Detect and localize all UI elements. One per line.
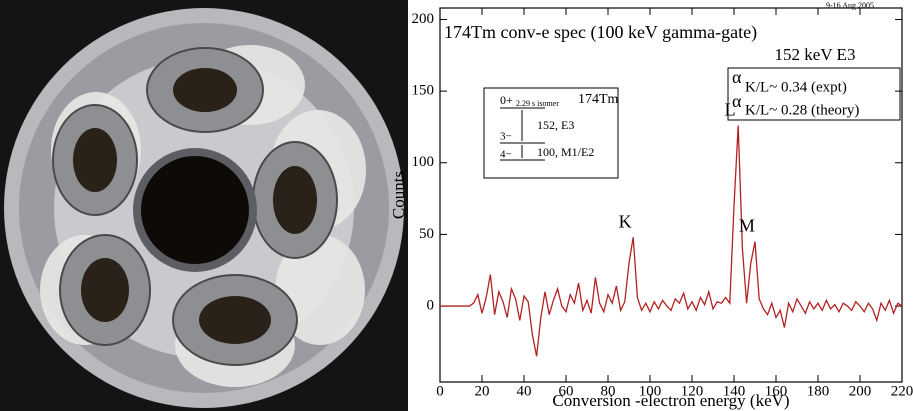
peak-label: K	[619, 211, 632, 231]
level-scheme: 0+ 2.29 s isomer 174Tm 3− 152, E3 4− 100…	[483, 87, 619, 179]
spin-label: 3−	[500, 131, 512, 143]
x-axis-label: Conversion -electron energy (keV)	[552, 391, 789, 410]
peak-label: M	[739, 216, 755, 236]
x-tick-label: 120	[681, 383, 704, 399]
y-tick-label: 200	[412, 11, 435, 27]
gamma-label: 152, E3	[537, 118, 574, 132]
x-tick-label: 180	[807, 383, 830, 399]
alpha-symbol: α	[732, 91, 742, 111]
chart-title: 174Tm conv-e spec (100 keV gamma-gate)	[444, 22, 757, 43]
x-tick-label: 160	[765, 383, 788, 399]
x-tick-label: 200	[849, 383, 872, 399]
peak-label: L	[725, 100, 736, 120]
detector-photo	[0, 0, 408, 411]
x-tick-label: 20	[475, 383, 490, 399]
x-tick-label: 40	[517, 383, 532, 399]
spectrum-line	[440, 125, 903, 357]
spin-label: 4−	[500, 149, 512, 161]
y-tick-label: 100	[412, 154, 435, 170]
x-tick-label: 140	[723, 383, 746, 399]
x-tick-label: 100	[639, 383, 662, 399]
spin-label: 0+	[500, 93, 513, 107]
spectrum-chart: 174Tm conv-e spec (100 keV gamma-gate) 9…	[389, 1, 913, 410]
y-tick-label: 150	[412, 83, 435, 99]
y-tick-label: 50	[419, 226, 434, 242]
date-stamp: 9-16 Aug 2005	[826, 1, 874, 10]
y-axis-label: Counts	[389, 171, 408, 219]
ratio-label: K/L~ 0.34 (expt)	[745, 79, 847, 95]
x-tick-label: 60	[559, 383, 574, 399]
transition-label: 152 keV E3	[775, 45, 856, 64]
y-tick-label: 0	[427, 297, 435, 313]
x-tick-label: 220	[891, 383, 913, 399]
gamma-label: 100, M1/E2	[537, 145, 594, 159]
x-tick-label: 0	[436, 383, 444, 399]
alpha-symbol: α	[732, 67, 742, 87]
isomer-note: 2.29 s isomer	[516, 99, 559, 108]
x-tick-label: 80	[601, 383, 616, 399]
isotope-label: 174Tm	[578, 92, 619, 107]
ratio-label: K/L~ 0.28 (theory)	[745, 102, 859, 118]
